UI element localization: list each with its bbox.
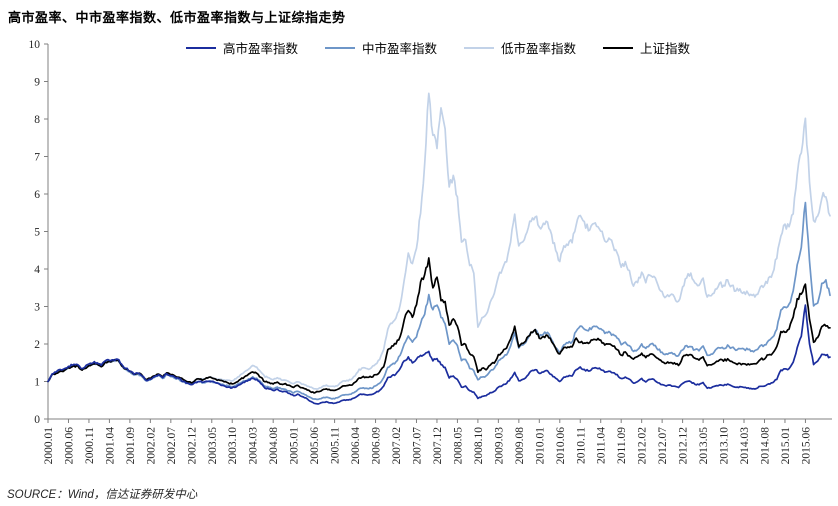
x-tick-label: 2009.03: [493, 427, 505, 465]
x-tick-label: 2012.07: [657, 427, 669, 465]
legend-label-low-pe: 低市盈率指数: [501, 42, 577, 56]
legend-line-swatch-sse: [603, 46, 634, 49]
y-tick-label: 2: [34, 339, 40, 351]
x-tick-label: 2010.01: [534, 427, 546, 465]
series-line-sse: [47, 257, 831, 394]
series-line-low-pe: [47, 92, 831, 390]
x-tick-label: 2006.04: [350, 427, 362, 465]
x-tick-label: 2002.12: [186, 427, 198, 465]
x-tick-label: 2002.07: [166, 427, 178, 465]
x-tick-label: 2015.01: [780, 427, 792, 465]
x-tick-label: 2014.08: [759, 427, 771, 465]
y-tick-label: 3: [34, 302, 40, 314]
x-tick-label: 2015.06: [800, 427, 812, 465]
y-tick-label: 4: [34, 264, 40, 276]
y-tick-label: 7: [34, 152, 40, 164]
x-tick-label: 2004.03: [248, 427, 260, 465]
legend-label-mid-pe: 中市盈率指数: [362, 42, 438, 56]
x-tick-label: 2012.12: [678, 427, 690, 465]
x-tick-label: 2005.11: [330, 427, 342, 464]
x-tick-label: 2013.05: [698, 427, 710, 465]
y-tick-label: 9: [34, 77, 40, 89]
chart-title: 高市盈率、中市盈率指数、低市盈率指数与上证综指走势: [8, 10, 346, 25]
legend-line-swatch-mid-pe: [325, 46, 356, 49]
legend-label-sse: 上证指数: [640, 42, 691, 56]
legend: 高市盈率指数 中市盈率指数 低市盈率指数 上证指数: [186, 38, 690, 57]
x-tick-label: 2005.06: [309, 427, 321, 465]
x-tick-label: 2008.10: [473, 427, 485, 465]
x-tick-label: 2000.01: [43, 427, 55, 465]
series-line-mid-pe: [47, 201, 831, 401]
x-tick-label: 2006.09: [371, 427, 383, 465]
y-tick-label: 5: [34, 227, 40, 239]
x-tick-label: 2011.04: [596, 427, 608, 464]
legend-item-high-pe: 高市盈率指数: [186, 38, 298, 57]
x-tick-label: 2001.04: [104, 427, 116, 465]
legend-item-mid-pe: 中市盈率指数: [325, 38, 437, 57]
y-tick-label: 1: [34, 377, 40, 389]
legend-item-sse: 上证指数: [603, 38, 690, 57]
legend-label-high-pe: 高市盈率指数: [223, 42, 299, 56]
x-tick-label: 2008.05: [452, 427, 464, 465]
x-tick-label: 2000.06: [63, 427, 75, 465]
x-tick-label: 2002.02: [145, 427, 157, 465]
x-tick-label: 2010.11: [575, 427, 587, 464]
y-tick-label: 10: [29, 39, 41, 51]
x-tick-label: 2010.06: [555, 427, 567, 465]
x-tick-label: 2001.09: [125, 427, 137, 465]
legend-line-swatch-low-pe: [464, 46, 495, 49]
x-tick-label: 2003.05: [207, 427, 219, 465]
x-tick-label: 2007.12: [432, 427, 444, 465]
x-tick-label: 2011.09: [616, 427, 628, 464]
x-tick-label: 2013.10: [719, 427, 731, 465]
legend-item-low-pe: 低市盈率指数: [464, 38, 576, 57]
x-tick-label: 2003.10: [227, 427, 239, 465]
source-attribution: SOURCE：Wind，信达证券研发中心: [7, 489, 198, 501]
series-line-high-pe: [47, 304, 831, 405]
x-tick-label: 2005.01: [289, 427, 301, 465]
x-tick-label: 2012.02: [637, 427, 649, 465]
y-tick-label: 8: [34, 114, 40, 126]
x-tick-label: 2000.11: [84, 427, 96, 464]
x-tick-label: 2007.07: [411, 427, 423, 465]
x-tick-label: 2007.02: [391, 427, 403, 465]
y-tick-label: 0: [34, 414, 40, 426]
y-tick-label: 6: [34, 189, 40, 201]
legend-line-swatch-high-pe: [186, 46, 216, 49]
x-tick-label: 2014.03: [739, 427, 751, 465]
x-tick-label: 2004.08: [268, 427, 280, 465]
x-tick-label: 2009.08: [514, 427, 526, 465]
